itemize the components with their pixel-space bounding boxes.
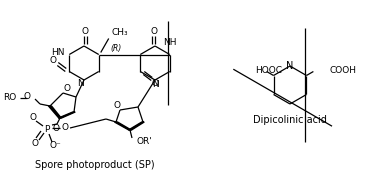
Text: P: P (44, 125, 50, 134)
Text: O: O (30, 113, 36, 122)
Text: Spore photoproduct (SP): Spore photoproduct (SP) (35, 160, 155, 170)
Polygon shape (115, 122, 131, 130)
Text: O: O (50, 56, 57, 65)
Text: O: O (152, 79, 159, 88)
Text: COOH: COOH (329, 66, 357, 75)
Text: Dipicolinic acid: Dipicolinic acid (253, 115, 327, 125)
Text: (R): (R) (111, 44, 122, 53)
Text: O: O (62, 124, 69, 133)
Polygon shape (59, 112, 75, 118)
Polygon shape (128, 122, 144, 130)
Text: CH₃: CH₃ (112, 28, 128, 37)
Text: O: O (114, 102, 121, 111)
Polygon shape (49, 106, 61, 118)
Text: HOOC: HOOC (256, 66, 283, 75)
Text: O: O (63, 84, 70, 93)
Text: NH: NH (163, 38, 177, 47)
Text: O⁻: O⁻ (49, 142, 61, 151)
Text: N: N (286, 61, 294, 71)
Text: N: N (77, 79, 83, 88)
Text: O: O (82, 26, 89, 35)
Text: RO: RO (3, 93, 16, 102)
Text: OR': OR' (136, 138, 152, 147)
Text: O: O (53, 125, 59, 134)
Text: O: O (23, 93, 30, 102)
Text: N: N (152, 80, 158, 89)
Text: O: O (151, 26, 158, 35)
Text: HN: HN (51, 48, 64, 57)
Text: O: O (32, 139, 39, 148)
